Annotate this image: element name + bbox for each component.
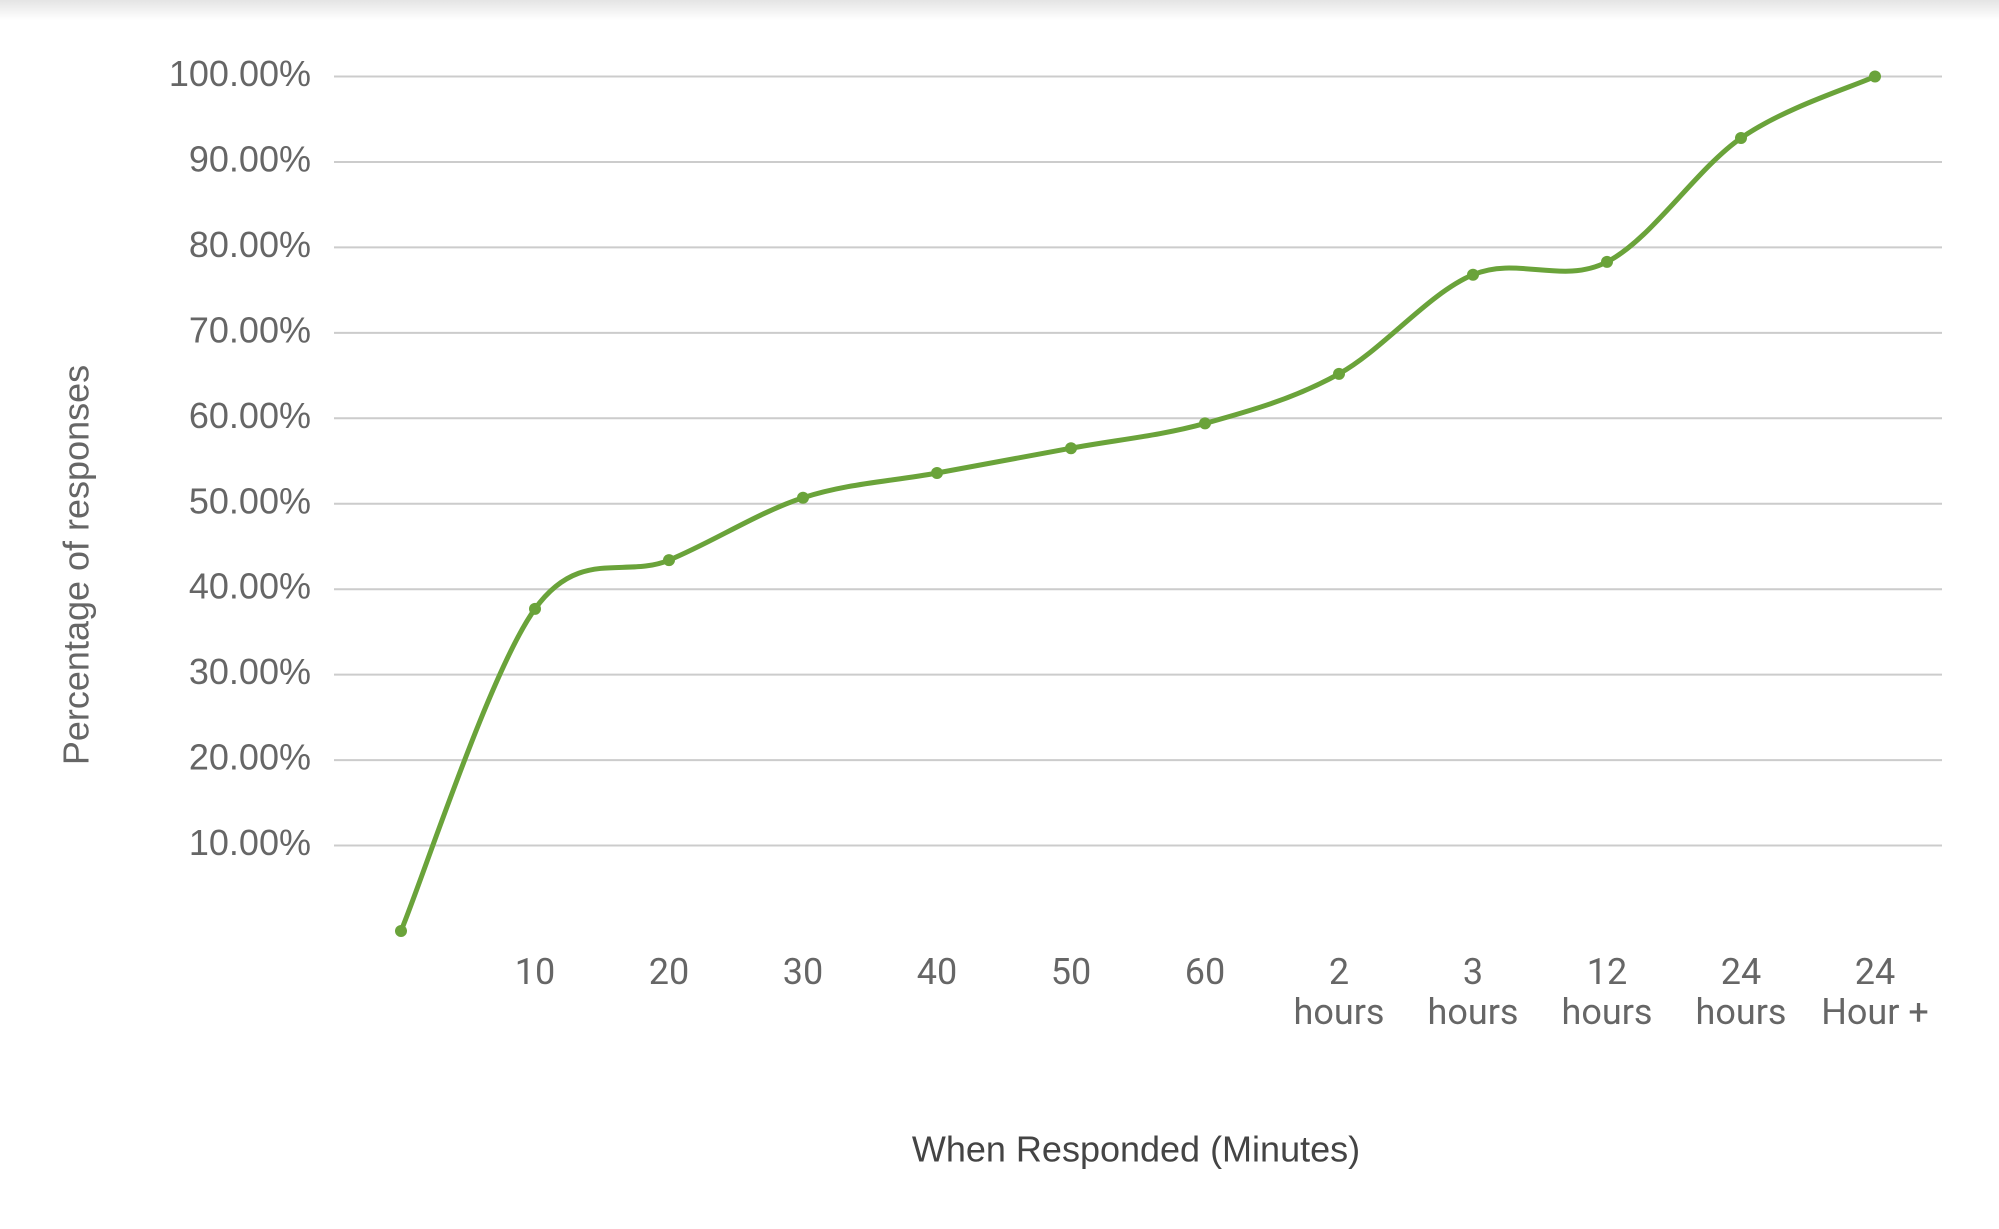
x-tick-label: 50 [1050, 951, 1092, 993]
y-axis-title: Percentage of responses [56, 365, 97, 765]
point [931, 466, 943, 479]
line [398, 74, 1877, 932]
y-tick-label: 80.00% [189, 224, 311, 265]
point [1199, 417, 1211, 430]
y-tick-label: 40.00% [189, 566, 311, 607]
y-tick-label: 70.00% [189, 309, 311, 350]
x-tick-label: 3 hours [1427, 951, 1519, 1033]
x-tick-label: 60 [1184, 951, 1226, 993]
point [1735, 132, 1747, 145]
point [529, 602, 541, 615]
y-tick-label: 30.00% [189, 651, 311, 692]
x-tick-label: 40 [916, 951, 958, 993]
y-tick-label: 90.00% [189, 138, 311, 179]
point [1467, 268, 1479, 281]
point [1601, 255, 1613, 268]
point [1333, 367, 1345, 380]
x-tick-label: 12 hours [1561, 951, 1653, 1033]
y-tick-label: 10.00% [189, 822, 311, 863]
x-axis-title: When Responded (Minutes) [912, 1129, 1360, 1170]
y-tick-label: 20.00% [189, 737, 311, 778]
x-tick-label: 24 hours [1695, 951, 1787, 1033]
x-tick-label: 30 [782, 951, 824, 993]
y-tick-label: 50.00% [189, 480, 311, 521]
x-tick-label: 20 [648, 951, 690, 993]
top-shadow [0, 0, 1999, 20]
x-tick-label: 2 hours [1293, 951, 1385, 1033]
point [663, 554, 675, 567]
y-tick-label: 60.00% [189, 395, 311, 436]
x-tick-label: 10 [514, 951, 556, 993]
point [1065, 442, 1077, 455]
y-tick-label: 100.00% [169, 53, 311, 94]
point [797, 491, 809, 504]
point [1869, 70, 1881, 83]
point [395, 925, 407, 937]
x-tick-label: 24 Hour + [1821, 951, 1929, 1033]
